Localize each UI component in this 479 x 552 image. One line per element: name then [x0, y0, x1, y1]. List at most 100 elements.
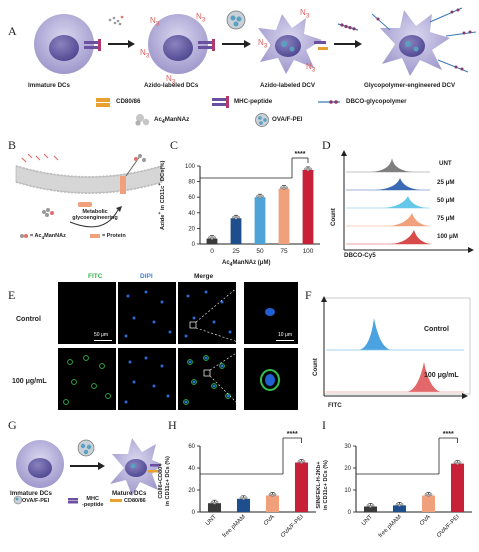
- data-point: [271, 494, 274, 497]
- data-point: [458, 461, 462, 464]
- x-tick-label: 100: [303, 248, 314, 255]
- g-label-mature: Mature DCs: [112, 490, 147, 497]
- significance-label: ****: [443, 431, 454, 438]
- data-point: [256, 194, 259, 198]
- bar: [207, 503, 222, 512]
- legend-cd80-86: CD80/86: [116, 98, 141, 105]
- data-point: [261, 194, 264, 198]
- ac4mannaz-molecule-icon: [108, 15, 124, 26]
- data-point: [208, 236, 211, 239]
- histogram-100ug: [326, 362, 464, 393]
- data-point: [304, 167, 307, 171]
- g-legend-mhc: MHC -peptide: [82, 496, 104, 508]
- stage-label-azido-dcv: Azido-labeled DCV: [260, 82, 316, 89]
- row-label-control: Control: [16, 316, 41, 323]
- bar: [363, 506, 378, 512]
- mhc-peptide-legend-swatch: [212, 98, 226, 101]
- chart-c-plot: 0 20 40 60 80 100 0 25 50 75 100 ****: [185, 151, 320, 255]
- panel-label-i: I: [322, 418, 326, 432]
- ac4mannaz-legend-icon: [135, 114, 150, 126]
- hist-label-25: 25 μM: [437, 179, 455, 186]
- hist-label-100: 100 μM: [437, 233, 458, 240]
- panel-label-b: B: [8, 138, 17, 152]
- x-tick-label: OVA: [419, 514, 432, 527]
- cd80-86-legend-swatch: [96, 98, 110, 102]
- y-tick-label: 0: [192, 510, 196, 516]
- data-point: [309, 167, 312, 171]
- panel-label-d: D: [322, 138, 331, 152]
- azido-labeled-dc-cell: [148, 14, 215, 74]
- channel-merge: Merge: [194, 273, 214, 280]
- panel-d-histograms: [341, 150, 474, 253]
- panel-b-schematic: [15, 153, 163, 238]
- bar: [278, 188, 290, 244]
- image-control-fitc: [58, 282, 116, 344]
- data-point: [210, 500, 214, 504]
- azido-labeled-dcv-cell: [258, 14, 328, 74]
- g-label-immature: Immature DCs: [10, 490, 52, 497]
- x-tick-label: OVA: [263, 514, 276, 527]
- azide-label: N3: [166, 74, 176, 86]
- x-tick-label: free pMAM: [378, 514, 403, 539]
- hist-f-100ug: 100 μg/mL: [424, 372, 459, 379]
- immature-dc-cell-g: [16, 440, 64, 488]
- significance-label: ****: [295, 151, 306, 158]
- x-tick-label: OVA/F-PEI: [280, 514, 305, 539]
- panel-label-f: F: [305, 288, 312, 302]
- chart-h-plot: 0 20 40 60 UNT free pMAM OVA OVA/F-PEI ****: [188, 431, 316, 539]
- bar: [230, 218, 242, 244]
- ova-fpei-icon: [226, 10, 246, 30]
- mature-dc-cell: [110, 438, 162, 496]
- bar: [265, 495, 280, 512]
- panel-g-schematic: [13, 438, 162, 505]
- data-point: [398, 504, 401, 507]
- data-point: [239, 496, 243, 500]
- hist-f-control: Control: [424, 326, 449, 333]
- bar: [421, 495, 436, 512]
- chart-h: 0 20 40 60 UNT free pMAM OVA OVA/F-PEI ****: [188, 431, 316, 539]
- data-point: [427, 494, 430, 497]
- bar: [254, 197, 266, 244]
- y-tick-label: 0: [192, 242, 196, 248]
- x-tick-label: UNT: [205, 514, 218, 527]
- dbco-glycopolymer-icon: [337, 23, 359, 31]
- panel-f-ylabel: Count: [312, 358, 319, 376]
- chart-h-ylabel: CD86+CD80+ in CD11c+ DCs (%): [158, 456, 171, 506]
- stage-label-immature: Immature DCs: [28, 82, 70, 89]
- bar: [302, 169, 314, 244]
- data-point: [366, 504, 370, 507]
- chart-i-plot: 0 10 20 30 UNT free pMAM OVA OVA/F-PEI ****: [344, 431, 472, 539]
- x-tick-label: free pMAM: [222, 514, 247, 539]
- histogram-control: [326, 318, 464, 351]
- data-point: [400, 503, 404, 506]
- y-tick-label: 10: [344, 488, 351, 494]
- y-tick-label: 40: [188, 211, 195, 217]
- data-point: [258, 195, 262, 199]
- y-tick-label: 30: [344, 444, 351, 450]
- panel-f-xlabel: FITC: [328, 402, 342, 409]
- y-tick-label: 20: [188, 226, 195, 232]
- y-tick-label: 100: [185, 164, 196, 170]
- data-point: [232, 215, 235, 219]
- data-point: [242, 497, 245, 501]
- data-point: [456, 462, 459, 465]
- bar: [206, 238, 218, 244]
- chart-i-ylabel: SIINFEKL-H-2Kb+ in CD11c+ DCs (%): [316, 460, 329, 510]
- histogram-100um: [346, 230, 432, 245]
- bar: [392, 505, 407, 512]
- panel-label-g: G: [8, 418, 17, 432]
- y-tick-label: 60: [188, 195, 195, 201]
- panel-a-schematic: [34, 7, 477, 127]
- chart-c-xlabel: Ac4ManNAz (μM): [222, 260, 271, 269]
- hist-label-75: 75 μM: [437, 215, 455, 222]
- ova-fpei-legend-icon: [255, 113, 269, 127]
- data-point: [300, 461, 303, 464]
- data-point: [369, 505, 372, 508]
- histogram-unt: [346, 158, 430, 173]
- azide-label: N3: [140, 48, 150, 60]
- x-tick-label: 0: [210, 248, 214, 255]
- channel-fitc: FITC: [88, 273, 103, 280]
- chart-c: 0 20 40 60 80 100 0 25 50 75 100 ****: [185, 151, 320, 255]
- row-label-100ug: 100 μg/mL: [12, 378, 47, 385]
- data-point: [213, 501, 216, 505]
